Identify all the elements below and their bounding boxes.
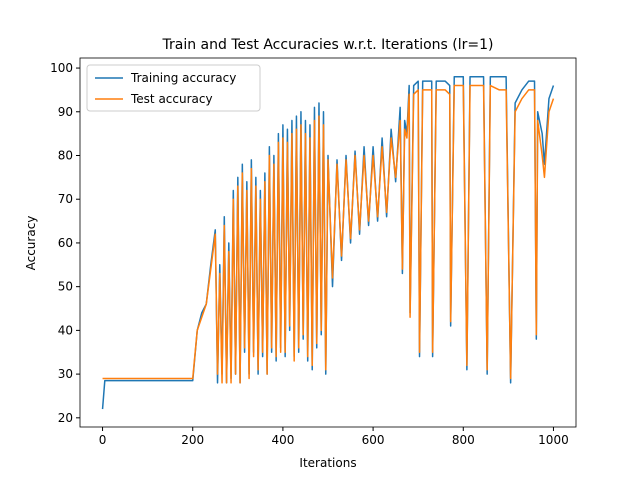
y-tick-label: 70 <box>58 192 73 206</box>
y-tick-label: 30 <box>58 367 73 381</box>
x-axis-label: Iterations <box>299 456 356 470</box>
x-tick-label: 600 <box>362 433 385 447</box>
legend-label: Test accuracy <box>130 92 213 106</box>
x-tick-label: 400 <box>271 433 294 447</box>
plot-frame <box>79 57 577 428</box>
legend-label: Training accuracy <box>130 71 236 85</box>
y-tick-label: 90 <box>58 105 73 119</box>
y-axis-label: Accuracy <box>24 216 38 271</box>
x-tick-label: 0 <box>99 433 107 447</box>
y-tick-label: 20 <box>58 411 73 425</box>
y-tick-label: 40 <box>58 323 73 337</box>
y-tick-label: 100 <box>50 61 73 75</box>
legend-box <box>86 64 261 112</box>
series-line <box>102 84 555 384</box>
x-tick-label: 800 <box>452 433 475 447</box>
y-tick-label: 60 <box>58 236 73 250</box>
x-tick-label: 200 <box>181 433 204 447</box>
y-tick-label: 50 <box>58 280 73 294</box>
y-tick-label: 80 <box>58 148 73 162</box>
chart-title: Train and Test Accuracies w.r.t. Iterati… <box>162 37 494 53</box>
x-tick-label: 1000 <box>538 433 569 447</box>
